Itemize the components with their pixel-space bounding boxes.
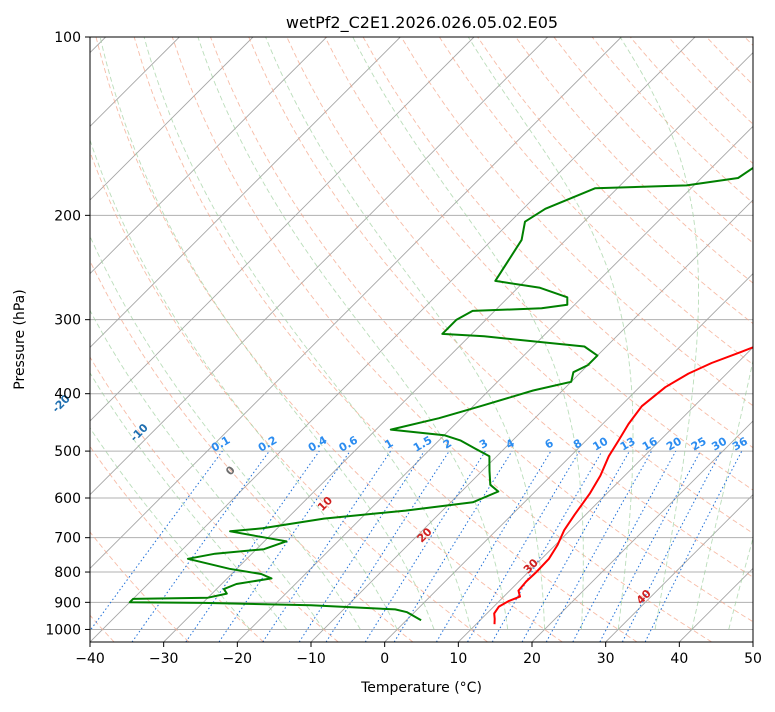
- x-tick-label: 20: [523, 651, 541, 667]
- moist-adiabat: [266, 37, 545, 629]
- moist-adiabat: [198, 37, 508, 629]
- isotherm-gridline: [0, 37, 400, 642]
- y-tick-label: 900: [54, 595, 81, 611]
- mixing-ratio-label: 3: [477, 437, 490, 452]
- y-tick-label: 100: [54, 30, 81, 46]
- mixing-ratio-line: [573, 451, 676, 642]
- dry-adiabat: [0, 37, 264, 642]
- isotherm-gridline: [753, 37, 775, 642]
- mixing-ratio-line: [82, 451, 223, 642]
- moist-adiabat: [692, 37, 775, 629]
- x-tick-label: 50: [744, 651, 762, 667]
- isotherm-gridline: [0, 37, 327, 642]
- x-tick-label: −10: [296, 651, 326, 667]
- y-tick-label: 500: [54, 444, 81, 460]
- dry-adiabat: [0, 37, 338, 642]
- x-tick-label: 0: [380, 651, 389, 667]
- x-tick-label: 10: [449, 651, 467, 667]
- mixing-ratio-line: [219, 451, 350, 642]
- isotherm-gridline: [90, 37, 695, 642]
- dry-adiabat: [58, 37, 488, 642]
- mixing-ratio-label: 6: [543, 436, 556, 451]
- x-tick-label: −40: [75, 651, 105, 667]
- moist-adiabat: [468, 37, 633, 629]
- moist-adiabat: [620, 37, 698, 629]
- dry-adiabat: [20, 37, 413, 642]
- temperature-profile: [494, 37, 775, 624]
- isotherm-gridline: [0, 37, 548, 642]
- isotherm-gridline: [311, 37, 775, 642]
- dry-adiabat: [668, 37, 775, 642]
- dry-adiabat: [592, 37, 775, 642]
- dry-adiabat: [707, 37, 775, 642]
- y-tick-label: 700: [54, 531, 81, 547]
- isotherm-gridline: [16, 37, 621, 642]
- y-tick-label: 400: [54, 387, 81, 403]
- dewpoint-profile: [130, 37, 775, 620]
- isotherm-gridline: [679, 37, 775, 642]
- isotherm-gridline: [532, 37, 775, 642]
- y-tick-label: 600: [54, 491, 81, 507]
- moist-adiabat: [100, 37, 434, 629]
- dry-adiabat-label: 30: [521, 556, 541, 576]
- dry-adiabat: [554, 37, 775, 642]
- moist-adiabat: [0, 37, 287, 629]
- mixing-ratio-line: [468, 451, 580, 642]
- y-tick-label: 800: [54, 565, 81, 581]
- x-tick-label: −20: [223, 651, 253, 667]
- isotherm-gridline: [385, 37, 775, 642]
- moist-adiabat: [729, 37, 775, 629]
- dry-adiabat: [363, 37, 775, 642]
- x-tick-label: 40: [670, 651, 688, 667]
- dry-adiabat: [0, 37, 189, 642]
- isotherm-gridline: [0, 37, 253, 642]
- dry-adiabat-label: 40: [634, 587, 654, 607]
- y-tick-label: 300: [54, 313, 81, 329]
- y-tick-label: 1000: [45, 622, 81, 638]
- x-tick-label: 30: [597, 651, 615, 667]
- mixing-ratio-line: [600, 451, 701, 642]
- x-axis-label: Temperature (°C): [360, 680, 482, 696]
- dry-adiabat: [134, 37, 637, 642]
- moist-adiabat: [0, 37, 250, 629]
- x-tick-label: −30: [149, 651, 179, 667]
- mixing-ratio-line: [622, 451, 721, 642]
- isotherm-gridline: [164, 37, 769, 642]
- chart-title: wetPf2_C2E1.2026.026.05.02.E05: [286, 13, 558, 33]
- dry-adiabat: [172, 37, 711, 642]
- y-axis-label: Pressure (hPa): [12, 289, 28, 389]
- mixing-ratio-label: 4: [504, 436, 517, 451]
- mixing-ratio-line: [263, 451, 391, 642]
- mixing-ratio-line: [326, 451, 449, 642]
- moist-adiabat: [353, 37, 584, 629]
- dry-adiabat-label: -10: [128, 421, 151, 444]
- plot-frame: [90, 37, 753, 642]
- y-tick-label: 200: [54, 208, 81, 224]
